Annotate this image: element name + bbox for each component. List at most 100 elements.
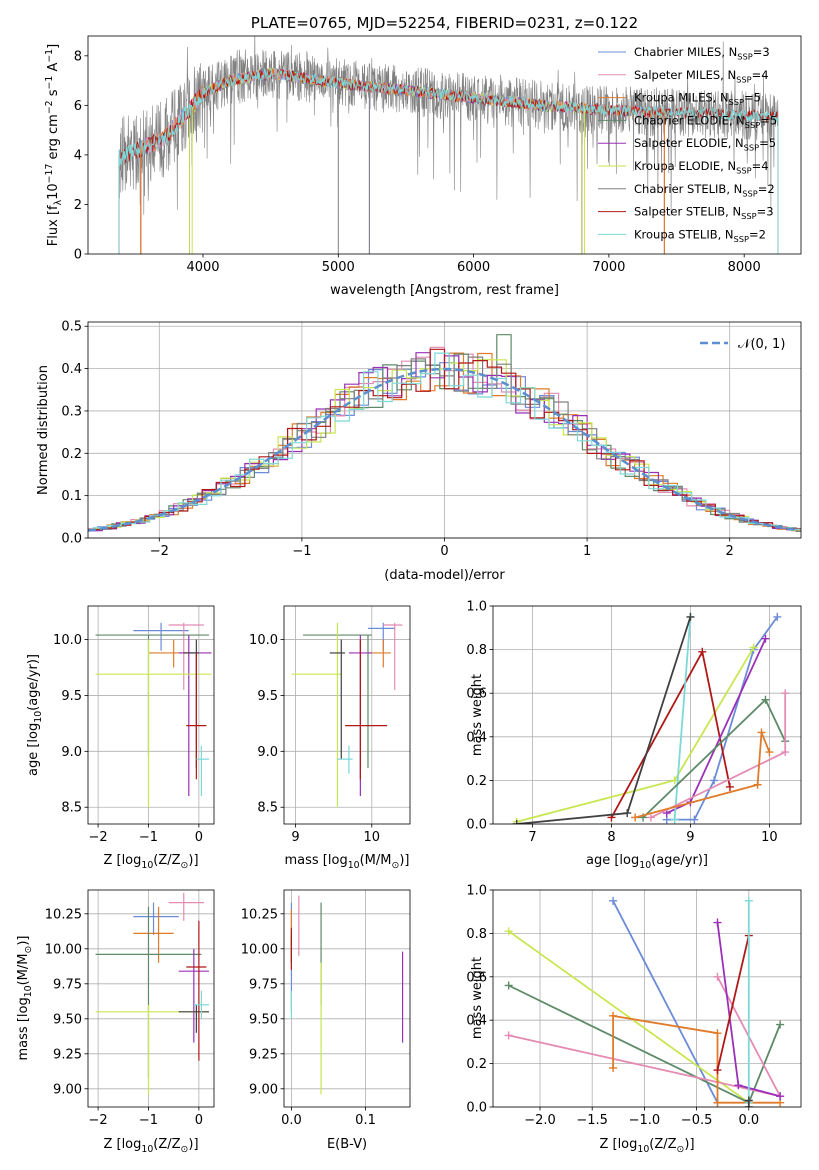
weight_vs_age-ytick-label: 1.0 — [466, 600, 487, 615]
mass_vs_Z-axes: −2 −1 0 9.00 9.25 9.50 9.75 10.00 10.25 — [45, 889, 215, 1128]
age_vs_Z-ytick-label: 8.5 — [61, 801, 82, 816]
legend-label-part: Salpeter STELIB, N — [634, 205, 741, 219]
weight-marker — [761, 634, 770, 643]
mass_vs_Z-ytick-label: 10.00 — [45, 942, 82, 957]
age-vs-Z-ylabel-part: (age/yr)] — [26, 654, 41, 711]
residuals-ytick-label: 0.4 — [61, 362, 82, 377]
weight-series-line — [508, 930, 750, 1104]
age-vs-mass-xlabel: mass [log10(M/M⊙)] — [285, 853, 410, 871]
age-vs-mass-xlabel-part: (M/M — [360, 853, 392, 868]
residuals-xtick-label: 1 — [583, 544, 591, 559]
age_vs_Z-ticks: −2 −1 0 8.5 9.0 9.5 10.0 — [53, 633, 203, 845]
mass_vs_Z-ytick-label: 9.50 — [53, 1012, 82, 1027]
mass_vs_EBV-ytick-label: 10.00 — [241, 942, 278, 957]
mass_vs_EBV-axes: 0.0 0.1 9.00 9.25 9.50 9.75 10.00 10.25 — [241, 889, 411, 1128]
weight-series-line — [634, 732, 771, 819]
weight-vs-age-xlabel-part: age [log — [586, 853, 639, 868]
spectrum-ylabel-part: −1 — [44, 49, 55, 63]
weight_vs_age-ytick-label: 0.4 — [466, 730, 487, 745]
weight-vs-Z-xlabel-part: (Z/Z — [649, 1137, 676, 1152]
mass_vs_Z-ytick-label: 9.75 — [53, 977, 82, 992]
weight-marker — [504, 981, 513, 990]
mass-vs-Z-xlabel-part: )] — [188, 1137, 198, 1152]
residuals-xtick-label: 0 — [440, 544, 448, 559]
weight-marker — [504, 927, 513, 936]
spectrum-axes: 4000 5000 6000 7000 8000 0 2 4 6 8 — [74, 35, 802, 275]
mass_vs_EBV-xtick-label: 0.0 — [281, 1113, 302, 1128]
mass_vs_Z-grid — [88, 890, 214, 1107]
spectrum-ylabel-part: −17 — [44, 164, 55, 184]
legend-label-part: Salpeter MILES, N — [634, 68, 736, 82]
mass_vs_EBV-ytick-label: 9.75 — [249, 977, 278, 992]
weight-vs-Z-xlabel-part: )] — [684, 1137, 694, 1152]
weight-marker — [710, 776, 719, 785]
weight-marker — [609, 1063, 618, 1072]
mass_vs_EBV-ytick-label: 9.00 — [249, 1082, 278, 1097]
mass-vs-Z-xlabel-part: (Z/Z — [153, 1137, 180, 1152]
weight-marker — [773, 612, 782, 621]
age_vs_Z-ytick-label: 9.0 — [61, 745, 82, 760]
legend-label: Kroupa MILES, NSSP=5 — [634, 91, 761, 107]
mass_vs_EBV-ytick-label: 9.25 — [249, 1047, 278, 1062]
weight-vs-Z-ylabel: mass weight — [470, 957, 485, 1039]
weight-marker — [776, 1020, 785, 1029]
spectrum-xtick-label: 6000 — [457, 260, 490, 275]
weight_vs_Z-xtick-label: 0.0 — [738, 1113, 759, 1128]
spectrum-ylabel-part: s — [46, 89, 61, 100]
weight-marker — [623, 809, 632, 818]
spectrum-plot-area — [118, 36, 779, 254]
legend-label-part: Kroupa STELIB, N — [634, 227, 734, 241]
spectrum-series-line — [118, 36, 779, 254]
age_vs_Z-frame — [87, 605, 215, 825]
residuals-ylabel: Normed distribution — [36, 365, 51, 495]
mass_vs_EBV-plot-area — [290, 895, 404, 1095]
legend-label: Salpeter MILES, NSSP=4 — [634, 68, 769, 84]
mass-vs-EBV-xlabel: E(B-V) — [327, 1137, 367, 1152]
legend-label-part: Salpeter ELODIE, N — [634, 136, 744, 150]
weight-vs-Z-xlabel: Z [log10(Z/Z⊙)] — [599, 1137, 694, 1155]
spectrum-xtick-label: 8000 — [728, 260, 761, 275]
weight_vs_age-frame — [492, 605, 802, 825]
weight_vs_Z-xtick-label: −2.0 — [524, 1113, 556, 1128]
legend-label: Chabrier MILES, NSSP=3 — [634, 45, 770, 61]
weight-vs-age-ylabel: mass weight — [470, 674, 485, 756]
legend-label-part: SSP — [734, 234, 749, 244]
age-vs-mass-xlabel-part: mass [log — [285, 853, 348, 868]
age_vs_Z-plot-area — [95, 622, 212, 808]
weight-series-line — [673, 616, 692, 820]
age_vs_mass-ytick-label: 8.5 — [257, 801, 278, 816]
legend-label-part: Chabrier MILES, N — [634, 45, 737, 59]
age_vs_mass-xtick-label: 9 — [291, 830, 299, 845]
mass_vs_Z-xtick-label: −1 — [139, 1113, 158, 1128]
residual-histogram — [88, 362, 801, 532]
weight_vs_Z-axes: −2.0 −1.5 −1.0 −0.5 0.0 0.0 0.2 0.4 0.6 0.8 1.0 — [466, 884, 802, 1128]
weight-marker — [609, 896, 618, 905]
spectrum-ylabel-part: −2 — [44, 100, 55, 114]
legend-label-part: SSP — [736, 165, 751, 175]
legend-label: Chabrier ELODIE, NSSP=5 — [634, 113, 777, 129]
weight_vs_age-ytick-label: 0.6 — [466, 687, 487, 702]
weight-marker — [744, 1096, 753, 1105]
weight_vs_age-ytick-label: 0.2 — [466, 774, 487, 789]
weight_vs_Z-ytick-label: 0.8 — [466, 927, 487, 942]
age-vs-Z-ylabel-part: age [log — [26, 723, 41, 776]
residuals-ytick-label: 0.1 — [61, 489, 82, 504]
legend-label-part: =4 — [752, 68, 769, 82]
spectrum-ylabel-part: ] — [46, 44, 61, 49]
weight-vs-age-xlabel-part: 10 — [639, 860, 651, 871]
spectrum-xtick-label: 7000 — [592, 260, 625, 275]
legend-label-part: Kroupa MILES, N — [634, 91, 729, 105]
weight_vs_age-axes: 7 8 9 10 0.0 0.2 0.4 0.6 0.8 1.0 — [466, 600, 802, 845]
legend-label-part: =4 — [752, 159, 769, 173]
weight-marker — [713, 1029, 722, 1038]
weight-marker — [713, 918, 722, 927]
age_vs_mass-frame — [283, 605, 411, 825]
spectrum-ytick-label: 0 — [74, 248, 82, 263]
age_vs_Z-ytick-label: 9.5 — [61, 689, 82, 704]
spectrum-ylabel: Flux [fλ10−17 erg cm−2 s−1 A−1] — [44, 44, 64, 246]
age_vs_Z-ytick-label: 10.0 — [53, 633, 82, 648]
spectrum-xlabel: wavelength [Angstrom, rest frame] — [330, 283, 559, 298]
age_vs_Z-xtick-label: 0 — [195, 830, 203, 845]
mass_vs_EBV-ytick-label: 9.50 — [249, 1012, 278, 1027]
